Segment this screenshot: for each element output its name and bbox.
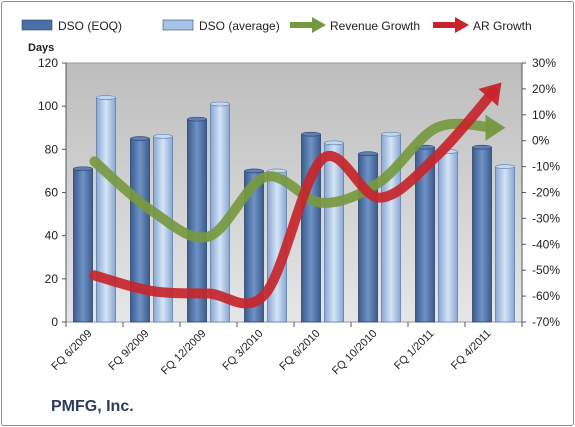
legend-arrow-ar-growth xyxy=(455,17,469,33)
bar-top xyxy=(96,95,116,100)
left-axis-title: Days xyxy=(28,42,54,54)
bar-dso-average xyxy=(438,151,458,323)
left-axis-label: 120 xyxy=(38,56,58,70)
bar-dso-average xyxy=(495,166,515,323)
left-axis-label: 40 xyxy=(45,229,59,243)
bar-top xyxy=(187,116,207,122)
legend-label-ar-growth: AR Growth xyxy=(473,19,532,33)
company-name: PMFG, Inc. xyxy=(51,398,134,415)
right-axis-label: -40% xyxy=(532,237,560,251)
bar-top xyxy=(73,166,93,172)
bar-dso-eoq xyxy=(472,146,492,323)
bar-dso-average xyxy=(324,142,344,323)
bar-top xyxy=(210,101,230,107)
right-axis-label: 10% xyxy=(532,108,556,122)
bar-top xyxy=(324,140,344,146)
right-axis-label: -50% xyxy=(532,263,560,277)
x-axis-label: FQ 1/2011 xyxy=(392,328,437,373)
left-axis-label: 60 xyxy=(45,186,59,200)
x-axis-label: FQ 10/2010 xyxy=(330,328,380,378)
legend-label-dso-eoq: DSO (EOQ) xyxy=(58,19,122,33)
bar-top xyxy=(381,131,401,137)
right-axis-label: 0% xyxy=(532,134,550,148)
bar-dso-eoq xyxy=(73,168,93,323)
legend-arrow-revenue-growth xyxy=(312,17,326,33)
legend-label-revenue-growth: Revenue Growth xyxy=(330,19,420,33)
left-axis-label: 80 xyxy=(45,142,59,156)
bar-dso-average xyxy=(96,97,116,323)
bar-top xyxy=(472,144,492,150)
line-ar-growth xyxy=(89,86,499,309)
x-axis-label: FQ 6/2009 xyxy=(49,328,94,373)
legend-label-dso-average: DSO (average) xyxy=(199,19,280,33)
arrowhead-ar-growth xyxy=(478,82,502,107)
bar-top xyxy=(301,131,321,137)
line-revenue-growth xyxy=(89,118,499,243)
right-axis-label: -10% xyxy=(532,160,560,174)
bar-top xyxy=(495,164,515,169)
right-axis-label: -20% xyxy=(532,186,560,200)
bar-top xyxy=(130,136,150,141)
x-axis-label: FQ 4/2011 xyxy=(449,328,494,373)
right-axis-label: 30% xyxy=(532,56,556,70)
bar-top xyxy=(153,134,173,139)
bar-top xyxy=(358,151,378,156)
x-axis-label: FQ 3/2010 xyxy=(220,328,265,373)
right-axis-label: -60% xyxy=(532,289,560,303)
x-axis-label: FQ 12/2009 xyxy=(159,328,209,378)
legend-swatch-dso-eoq xyxy=(21,19,53,31)
right-axis-label: -30% xyxy=(532,211,560,225)
right-axis-label: 20% xyxy=(532,82,556,96)
left-axis-label: 0 xyxy=(51,315,58,329)
x-axis-label: FQ 6/2010 xyxy=(277,328,322,373)
x-axis-label: FQ 9/2009 xyxy=(106,328,151,373)
legend-swatch-dso-average xyxy=(162,19,194,31)
left-axis-label: 20 xyxy=(45,272,59,286)
bar-top xyxy=(244,168,264,174)
arrowhead-revenue-growth xyxy=(485,114,506,141)
left-axis-label: 100 xyxy=(38,99,58,113)
right-axis-label: -70% xyxy=(532,315,560,329)
